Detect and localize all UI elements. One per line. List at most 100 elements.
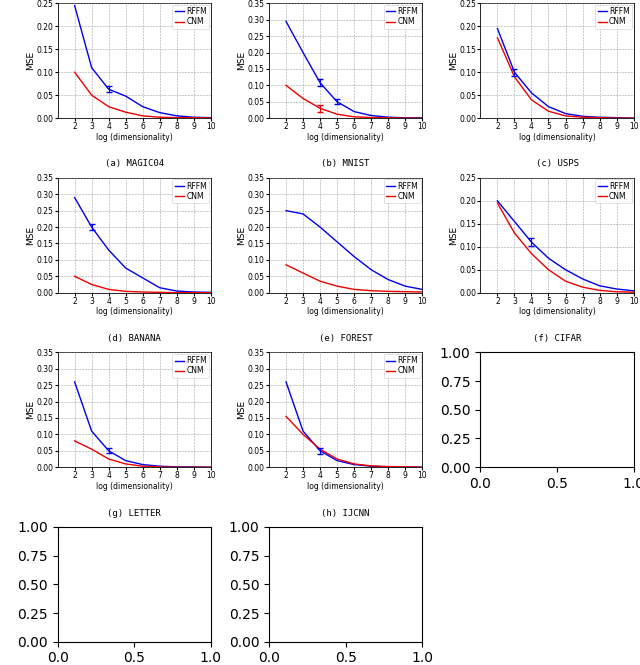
Legend: RFFM, CNM: RFFM, CNM — [172, 354, 209, 378]
RFFM — [579, 112, 586, 120]
Line: RFFM: RFFM — [497, 29, 634, 118]
CNM — [316, 277, 324, 285]
CNM — [419, 464, 426, 471]
CNM — [401, 114, 409, 122]
RFFM — [596, 113, 604, 121]
CNM — [173, 289, 180, 297]
Legend: RFFM, CNM: RFFM, CNM — [595, 5, 632, 29]
RFFM — [401, 114, 409, 122]
CNM — [139, 462, 147, 470]
RFFM — [190, 113, 198, 121]
Text: (a) MAGIC04: (a) MAGIC04 — [104, 160, 164, 168]
RFFM — [71, 194, 79, 201]
RFFM — [367, 112, 375, 120]
RFFM — [596, 282, 604, 290]
Line: RFFM: RFFM — [286, 21, 422, 118]
CNM — [333, 455, 341, 463]
Line: CNM: CNM — [75, 276, 211, 293]
RFFM — [139, 274, 147, 282]
X-axis label: log (dimensionality): log (dimensionality) — [96, 481, 173, 491]
CNM — [545, 107, 552, 115]
Line: CNM: CNM — [75, 441, 211, 467]
CNM — [105, 455, 113, 463]
Text: (d) BANANA: (d) BANANA — [108, 334, 161, 343]
Y-axis label: MSE: MSE — [26, 225, 35, 245]
CNM — [350, 460, 358, 468]
CNM — [156, 463, 164, 471]
RFFM — [300, 427, 307, 435]
Line: CNM: CNM — [75, 72, 211, 118]
RFFM — [562, 266, 570, 274]
CNM — [419, 114, 426, 122]
RFFM — [316, 447, 324, 455]
RFFM — [419, 464, 426, 471]
RFFM — [511, 68, 518, 76]
RFFM — [139, 461, 147, 469]
CNM — [493, 199, 501, 207]
RFFM — [207, 464, 214, 471]
RFFM — [545, 254, 552, 262]
CNM — [562, 112, 570, 120]
RFFM — [300, 49, 307, 57]
CNM — [207, 464, 214, 471]
CNM — [527, 249, 535, 257]
CNM — [630, 288, 637, 296]
Line: CNM: CNM — [497, 203, 634, 292]
CNM — [71, 272, 79, 280]
CNM — [367, 287, 375, 295]
CNM — [71, 437, 79, 445]
RFFM — [139, 102, 147, 110]
RFFM — [71, 1, 79, 9]
RFFM — [207, 114, 214, 122]
Line: RFFM: RFFM — [75, 198, 211, 293]
RFFM — [105, 246, 113, 254]
RFFM — [367, 266, 375, 274]
CNM — [122, 460, 129, 468]
RFFM — [122, 264, 129, 272]
RFFM — [316, 223, 324, 231]
RFFM — [105, 447, 113, 455]
Line: RFFM: RFFM — [497, 201, 634, 291]
CNM — [562, 277, 570, 285]
CNM — [300, 430, 307, 438]
X-axis label: log (dimensionality): log (dimensionality) — [518, 133, 595, 142]
CNM — [596, 287, 604, 295]
CNM — [207, 289, 214, 297]
RFFM — [350, 253, 358, 261]
Line: RFFM: RFFM — [286, 382, 422, 467]
Text: (h) IJCNN: (h) IJCNN — [321, 509, 370, 517]
X-axis label: log (dimensionality): log (dimensionality) — [307, 133, 384, 142]
CNM — [545, 266, 552, 274]
CNM — [579, 113, 586, 121]
Line: CNM: CNM — [286, 416, 422, 467]
Y-axis label: MSE: MSE — [237, 51, 246, 70]
CNM — [282, 412, 290, 420]
RFFM — [190, 463, 198, 471]
Y-axis label: MSE: MSE — [26, 51, 35, 70]
CNM — [282, 81, 290, 89]
Legend: RFFM, CNM: RFFM, CNM — [384, 354, 420, 378]
CNM — [139, 288, 147, 296]
Line: RFFM: RFFM — [75, 382, 211, 467]
RFFM — [156, 108, 164, 116]
X-axis label: log (dimensionality): log (dimensionality) — [96, 307, 173, 317]
RFFM — [88, 64, 95, 72]
Text: (b) MNIST: (b) MNIST — [321, 160, 370, 168]
Y-axis label: MSE: MSE — [237, 400, 246, 420]
RFFM — [630, 114, 637, 122]
RFFM — [207, 289, 214, 297]
RFFM — [71, 378, 79, 386]
CNM — [88, 445, 95, 453]
CNM — [207, 114, 214, 122]
RFFM — [88, 427, 95, 435]
Text: (g) LETTER: (g) LETTER — [108, 509, 161, 517]
Line: CNM: CNM — [286, 85, 422, 118]
CNM — [173, 464, 180, 471]
RFFM — [384, 463, 392, 471]
Text: (e) FOREST: (e) FOREST — [319, 334, 372, 343]
RFFM — [88, 223, 95, 231]
CNM — [316, 445, 324, 453]
Legend: RFFM, CNM: RFFM, CNM — [172, 180, 209, 203]
CNM — [367, 114, 375, 122]
RFFM — [282, 17, 290, 25]
